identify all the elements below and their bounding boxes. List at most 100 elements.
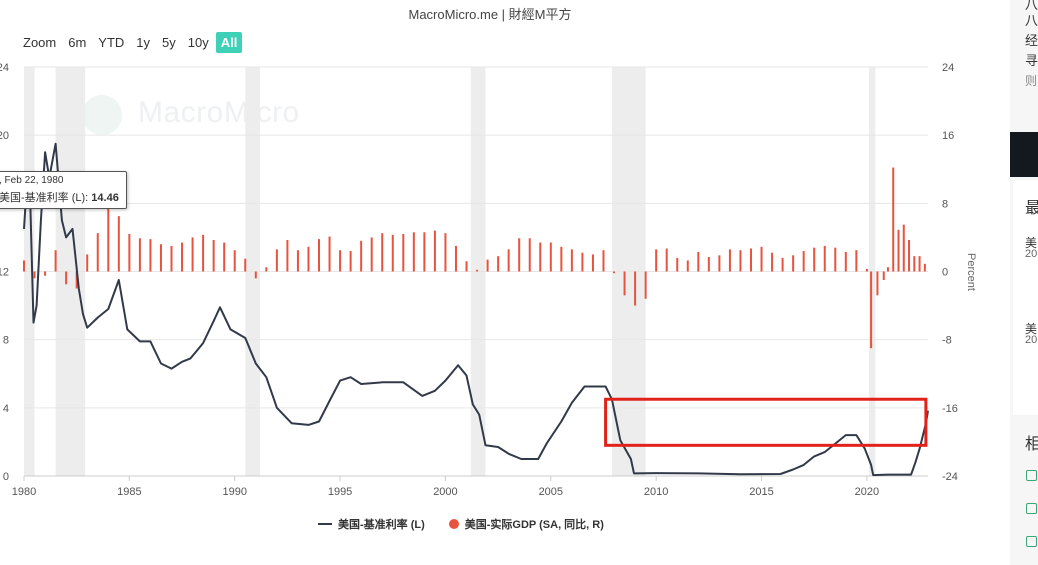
gdp-bar[interactable]	[665, 248, 668, 272]
gdp-bar[interactable]	[296, 250, 299, 272]
share-icon[interactable]	[1026, 536, 1037, 547]
gdp-bar[interactable]	[623, 271, 626, 296]
gdp-bar[interactable]	[876, 271, 879, 296]
gdp-bar[interactable]	[86, 254, 89, 272]
gdp-bar[interactable]	[918, 256, 921, 272]
gdp-bar[interactable]	[728, 249, 731, 272]
gdp-bar[interactable]	[54, 250, 57, 272]
gdp-bar[interactable]	[465, 261, 468, 272]
gdp-bar[interactable]	[202, 234, 205, 272]
gdp-bar[interactable]	[107, 207, 110, 272]
gdp-bar[interactable]	[423, 232, 426, 272]
gdp-bar[interactable]	[318, 239, 321, 272]
gdp-bar[interactable]	[476, 269, 479, 272]
gdp-bar[interactable]	[497, 256, 500, 272]
range-button-10y[interactable]: 10y	[187, 35, 209, 50]
gdp-bar[interactable]	[655, 249, 658, 272]
gdp-bar[interactable]	[644, 271, 647, 299]
gdp-bar[interactable]	[149, 239, 152, 272]
gdp-bar[interactable]	[760, 246, 763, 272]
policy-rate-line[interactable]	[23, 142, 929, 477]
gdp-bar[interactable]	[913, 256, 916, 272]
gdp-bar[interactable]	[360, 240, 363, 272]
gdp-bar[interactable]	[486, 259, 489, 272]
side-item-title[interactable]: 美	[1025, 236, 1038, 250]
gdp-bar[interactable]	[507, 249, 510, 272]
gdp-bar[interactable]	[781, 257, 784, 272]
gdp-bar[interactable]	[697, 251, 700, 272]
gdp-bar[interactable]	[686, 260, 689, 272]
gdp-bar[interactable]	[718, 255, 721, 272]
gdp-bar[interactable]	[159, 244, 162, 272]
gdp-bar[interactable]	[855, 250, 858, 272]
side-snippet[interactable]: 寻	[1025, 53, 1038, 68]
gdp-bar[interactable]	[138, 238, 141, 272]
gdp-bar[interactable]	[882, 271, 885, 281]
gdp-bar[interactable]	[96, 233, 99, 272]
share-icon[interactable]	[1026, 470, 1037, 481]
gdp-bar[interactable]	[802, 251, 805, 272]
gdp-bar[interactable]	[128, 234, 131, 272]
gdp-bar[interactable]	[433, 230, 436, 272]
gdp-bar[interactable]	[265, 267, 268, 272]
gdp-bar[interactable]	[254, 271, 257, 279]
range-button-5y[interactable]: 5y	[162, 35, 176, 50]
gdp-bar[interactable]	[33, 271, 36, 279]
gdp-bar[interactable]	[771, 252, 774, 272]
gdp-bar[interactable]	[834, 247, 837, 272]
side-snippet[interactable]: 经	[1025, 33, 1038, 48]
gdp-bar[interactable]	[676, 257, 679, 272]
gdp-bar[interactable]	[602, 250, 605, 272]
gdp-bar[interactable]	[307, 246, 310, 272]
gdp-bar[interactable]	[444, 233, 447, 272]
gdp-bar[interactable]	[886, 267, 889, 272]
gdp-bar[interactable]	[412, 232, 415, 272]
gdp-bar[interactable]	[560, 246, 563, 272]
gdp-bar[interactable]	[381, 233, 384, 272]
gdp-bar[interactable]	[181, 242, 184, 272]
gdp-bar[interactable]	[233, 250, 236, 272]
gdp-bar[interactable]	[870, 271, 873, 349]
gdp-bar[interactable]	[792, 255, 795, 272]
gdp-bar[interactable]	[370, 237, 373, 272]
gdp-bar[interactable]	[844, 251, 847, 272]
gdp-bar[interactable]	[897, 229, 900, 272]
gdp-bar[interactable]	[223, 242, 226, 272]
gdp-bar[interactable]	[549, 242, 552, 272]
gdp-bar[interactable]	[591, 254, 594, 272]
gdp-bar[interactable]	[244, 258, 247, 272]
gdp-bar[interactable]	[212, 239, 215, 272]
gdp-bar[interactable]	[581, 252, 584, 272]
range-button-all[interactable]: All	[215, 32, 243, 53]
gdp-bar[interactable]	[75, 271, 78, 289]
gdp-bar[interactable]	[275, 249, 278, 272]
gdp-bar[interactable]	[391, 234, 394, 272]
gdp-bar[interactable]	[923, 263, 926, 272]
range-button-6m[interactable]: 6m	[68, 35, 87, 50]
legend-item-policy-rate[interactable]: 美国-基准利率 (L)	[318, 516, 425, 532]
gdp-bar[interactable]	[402, 234, 405, 272]
legend-item-gdp[interactable]: 美国-实际GDP (SA, 同比, R)	[448, 516, 604, 532]
range-button-ytd[interactable]: YTD	[98, 35, 125, 50]
gdp-bar[interactable]	[892, 167, 895, 272]
gdp-bar[interactable]	[613, 271, 616, 274]
gdp-bar[interactable]	[707, 257, 710, 272]
gdp-bar[interactable]	[170, 245, 173, 272]
gdp-bar[interactable]	[813, 247, 816, 272]
gdp-bar[interactable]	[865, 268, 868, 272]
gdp-bar[interactable]	[44, 271, 47, 276]
chart-plot[interactable]: 04812162024-24-16-8081624Percent19801985…	[0, 0, 1010, 565]
gdp-bar[interactable]	[908, 239, 911, 272]
gdp-bar[interactable]	[349, 251, 352, 272]
gdp-bar[interactable]	[328, 236, 331, 272]
share-icon[interactable]	[1026, 503, 1037, 514]
gdp-bar[interactable]	[902, 224, 905, 272]
gdp-bar[interactable]	[23, 260, 25, 272]
gdp-bar[interactable]	[570, 249, 573, 272]
gdp-bar[interactable]	[739, 250, 742, 272]
gdp-bar[interactable]	[117, 216, 120, 272]
gdp-bar[interactable]	[454, 245, 457, 272]
gdp-bar[interactable]	[634, 271, 637, 306]
gdp-bar[interactable]	[539, 242, 542, 272]
gdp-bar[interactable]	[65, 271, 68, 285]
